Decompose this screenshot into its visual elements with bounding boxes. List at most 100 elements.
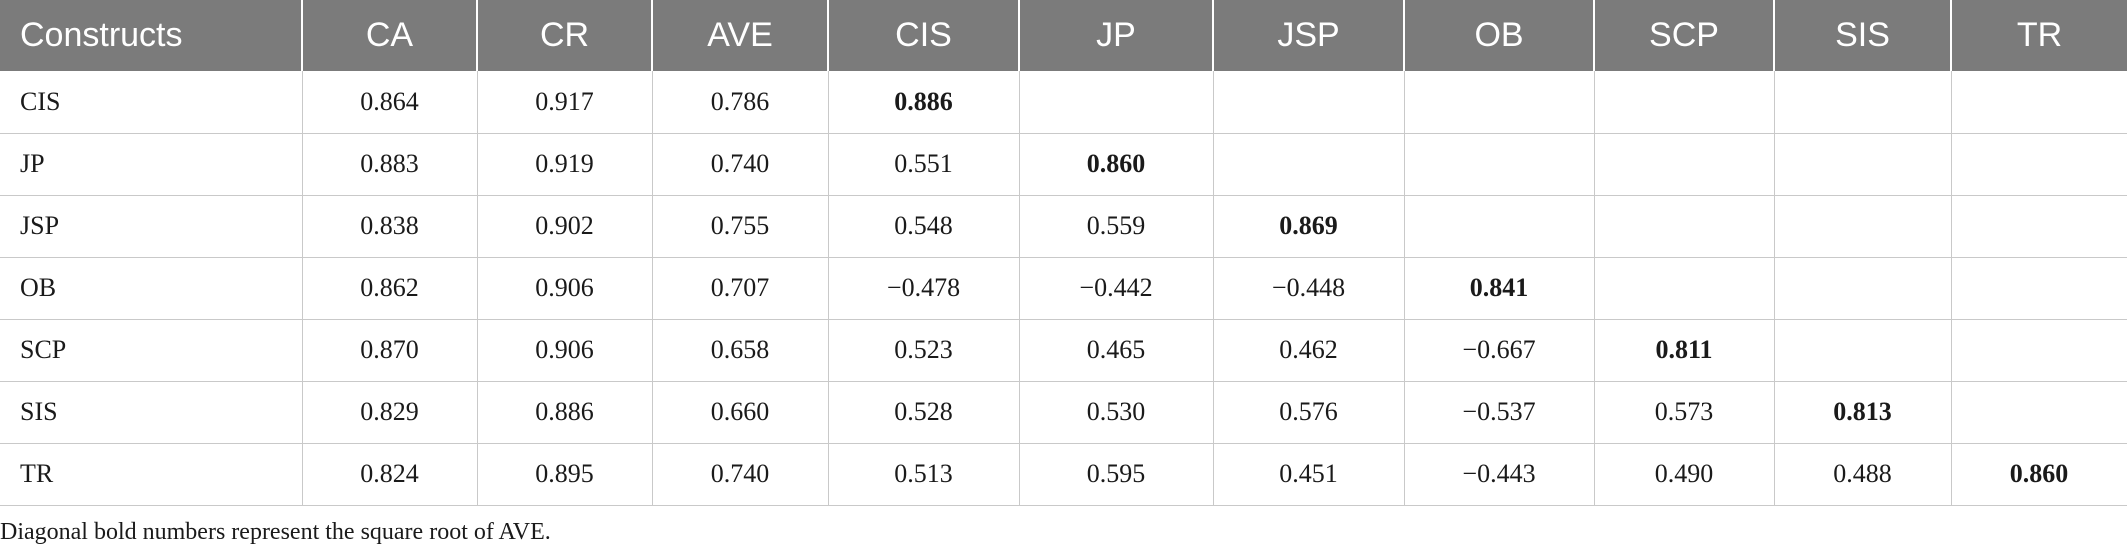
table-cell: 0.870 [301,319,477,382]
correlation-table: Constructs CA CR AVE CIS JP JSP OB SCP SIS TR CIS 0… [0,0,2127,506]
table-cell: 0.576 [1212,381,1404,444]
header-jsp: JSP [1212,0,1404,71]
table-cell: 0.824 [301,443,477,506]
table-cell [1593,71,1774,134]
row-label: JSP [0,195,302,258]
header-scp: SCP [1593,0,1774,71]
table-row: JP 0.883 0.919 0.740 0.551 0.860 [0,133,2127,196]
table-cell: 0.906 [476,319,652,382]
table-cell [1950,319,2127,382]
table-cell [1403,195,1594,258]
table-cell [1403,133,1594,196]
table-cell: 0.658 [651,319,828,382]
table-cell: 0.860 [1950,443,2127,506]
table-cell: 0.740 [651,443,828,506]
row-label: OB [0,257,302,320]
table-cell: 0.886 [827,71,1019,134]
table-footnote: Diagonal bold numbers represent the squa… [0,519,551,545]
table-cell: 0.465 [1018,319,1213,382]
table-cell: 0.906 [476,257,652,320]
table-cell: 0.869 [1212,195,1404,258]
table-cell: 0.462 [1212,319,1404,382]
table-cell: −0.443 [1403,443,1594,506]
header-sis: SIS [1773,0,1951,71]
row-label: TR [0,443,302,506]
header-cr: CR [476,0,652,71]
row-label: SCP [0,319,302,382]
table-row: CIS 0.864 0.917 0.786 0.886 [0,71,2127,134]
header-ca: CA [301,0,477,71]
table-cell: −0.448 [1212,257,1404,320]
table-row: SCP 0.870 0.906 0.658 0.523 0.465 0.462 −0.667 0… [0,319,2127,382]
table-body: CIS 0.864 0.917 0.786 0.886 JP 0.883 0.919 0.740… [0,71,2127,506]
table-cell: 0.660 [651,381,828,444]
table-row: TR 0.824 0.895 0.740 0.513 0.595 0.451 −0.443 0.… [0,443,2127,506]
table-cell: 0.755 [651,195,828,258]
table-cell: 0.573 [1593,381,1774,444]
table-row: SIS 0.829 0.886 0.660 0.528 0.530 0.576 −0.537 0… [0,381,2127,444]
table-cell [1212,71,1404,134]
table-cell: 0.707 [651,257,828,320]
table-cell: 0.559 [1018,195,1213,258]
table-row: OB 0.862 0.906 0.707 −0.478 −0.442 −0.448 0.841 [0,257,2127,320]
table-cell: 0.811 [1593,319,1774,382]
table-cell: 0.883 [301,133,477,196]
row-label: CIS [0,71,302,134]
table-cell [1950,195,2127,258]
table-cell: 0.862 [301,257,477,320]
table-cell [1212,133,1404,196]
table-cell: 0.740 [651,133,828,196]
table-cell [1593,195,1774,258]
table-cell: 0.917 [476,71,652,134]
header-tr: TR [1950,0,2127,71]
table-row: JSP 0.838 0.902 0.755 0.548 0.559 0.869 [0,195,2127,258]
table-cell: 0.860 [1018,133,1213,196]
table-cell: 0.829 [301,381,477,444]
table-cell: 0.523 [827,319,1019,382]
table-cell [1593,133,1774,196]
table-cell: 0.786 [651,71,828,134]
table-cell: −0.478 [827,257,1019,320]
table-cell: 0.919 [476,133,652,196]
table-cell: 0.813 [1773,381,1951,444]
header-ob: OB [1403,0,1594,71]
table-cell: 0.595 [1018,443,1213,506]
table-cell [1950,71,2127,134]
table-cell [1773,133,1951,196]
table-cell: −0.667 [1403,319,1594,382]
header-cis: CIS [827,0,1019,71]
table-cell: 0.490 [1593,443,1774,506]
table-cell: 0.886 [476,381,652,444]
table-cell: 0.895 [476,443,652,506]
row-label: JP [0,133,302,196]
table-cell: −0.442 [1018,257,1213,320]
table-cell: 0.838 [301,195,477,258]
table-cell [1950,257,2127,320]
table-cell: 0.530 [1018,381,1213,444]
table-cell [1773,257,1951,320]
table-cell [1403,71,1594,134]
header-constructs: Constructs [0,0,302,71]
table-cell [1018,71,1213,134]
header-ave: AVE [651,0,828,71]
row-label: SIS [0,381,302,444]
table-cell: 0.841 [1403,257,1594,320]
table-cell: 0.551 [827,133,1019,196]
table-container: Constructs CA CR AVE CIS JP JSP OB SCP SIS TR CIS 0… [0,0,2127,506]
table-cell [1950,381,2127,444]
table-cell: 0.528 [827,381,1019,444]
table-cell: 0.548 [827,195,1019,258]
table-cell [1593,257,1774,320]
table-cell: −0.537 [1403,381,1594,444]
header-row: Constructs CA CR AVE CIS JP JSP OB SCP SIS TR [0,0,2127,71]
table-cell [1950,133,2127,196]
table-cell: 0.488 [1773,443,1951,506]
header-jp: JP [1018,0,1213,71]
table-cell [1773,195,1951,258]
table-cell: 0.864 [301,71,477,134]
table-cell: 0.513 [827,443,1019,506]
table-cell: 0.451 [1212,443,1404,506]
table-cell: 0.902 [476,195,652,258]
table-cell [1773,71,1951,134]
table-cell [1773,319,1951,382]
